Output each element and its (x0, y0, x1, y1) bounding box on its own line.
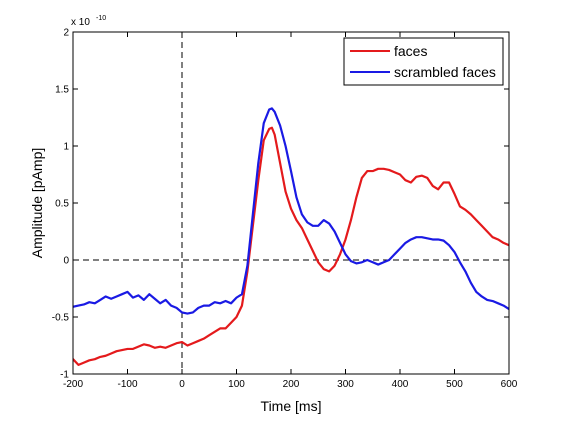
legend-entry-faces: faces (394, 43, 427, 59)
y-axis-ticks: -1 -0.5 0 0.5 1 1.5 2 (52, 28, 509, 381)
y-scale-exponent: -10 (96, 15, 106, 22)
x-axis-label: Time [ms] (261, 398, 322, 414)
x-tick-label: 300 (337, 379, 354, 390)
x-tick-label: -200 (63, 379, 83, 390)
x-tick-label: 400 (392, 379, 409, 390)
x-tick-label: 100 (228, 379, 245, 390)
legend: faces scrambled faces (343, 37, 504, 86)
y-tick-label: 1.5 (55, 85, 69, 96)
x-tick-label: 0 (179, 379, 185, 390)
x-tick-label: -100 (117, 379, 137, 390)
y-scale-base: x 10 (71, 17, 90, 28)
series-line-faces (73, 126, 509, 366)
y-tick-label: 1 (63, 142, 69, 153)
y-tick-label: -0.5 (52, 313, 70, 324)
reference-lines (73, 32, 509, 374)
x-tick-label: 600 (501, 379, 518, 390)
legend-box (343, 37, 504, 86)
y-tick-label: 2 (63, 28, 69, 39)
x-tick-label: 200 (283, 379, 300, 390)
y-tick-label: 0 (63, 256, 69, 267)
x-tick-label: 500 (446, 379, 463, 390)
legend-entry-scrambled-faces: scrambled faces (394, 64, 496, 80)
series-lines (73, 107, 509, 366)
y-tick-label: -1 (60, 370, 69, 381)
x-axis-ticks: -200 -100 0 100 200 300 400 500 600 (63, 32, 518, 390)
y-axis-label: Amplitude [pAmp] (29, 148, 45, 259)
y-axis-scale-factor: x 10 -10 (71, 15, 106, 28)
y-tick-label: 0.5 (55, 199, 69, 210)
series-line-scrambled-faces (73, 107, 509, 315)
